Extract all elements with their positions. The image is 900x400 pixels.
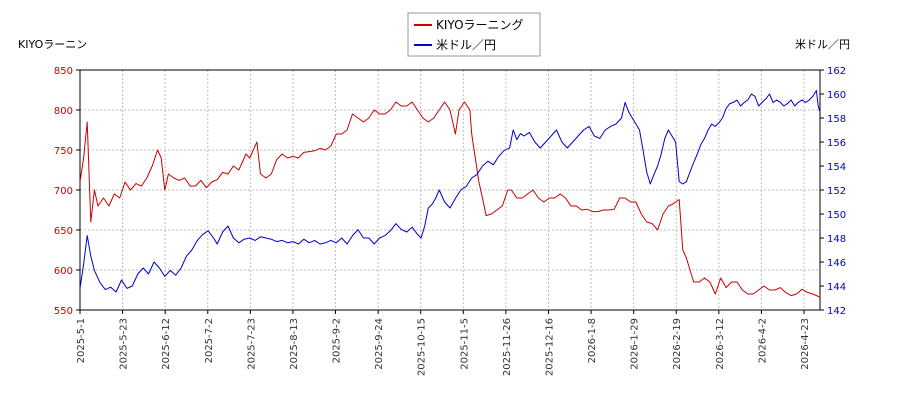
left-tick-label: 550 <box>54 306 73 317</box>
right-tick-label: 156 <box>827 138 846 149</box>
right-tick-label: 162 <box>827 66 846 77</box>
x-tick-label: 2025-11-5 <box>459 318 470 370</box>
left-tick-label: 600 <box>54 266 73 277</box>
legend: KIYOラーニング 米ドル／円 <box>407 12 541 57</box>
x-tick-label: 2025-8-13 <box>289 318 300 370</box>
left-tick-label: 850 <box>54 66 73 77</box>
x-tick-label: 2025-10-15 <box>417 318 428 376</box>
x-tick-label: 2026-1-29 <box>630 318 641 370</box>
left-axis-title: KIYOラーニン <box>18 38 87 51</box>
right-tick-label: 148 <box>827 234 846 245</box>
axes-layer: 550 600 650 700 750 800 850 142 144 146 148 150 152 1… <box>54 66 846 376</box>
x-tick-label: 2025-5-1 <box>76 318 87 363</box>
series-layer <box>79 89 821 298</box>
legend-box <box>407 12 541 57</box>
left-tick-label: 750 <box>54 146 73 157</box>
right-tick-label: 144 <box>827 282 846 293</box>
right-tick-label: 160 <box>827 90 846 101</box>
legend-label-kiyo: KIYOラーニング <box>436 18 524 32</box>
x-tick-label: 2025-5-23 <box>119 318 130 370</box>
x-tick-label: 2025-9-24 <box>374 318 385 370</box>
legend-label-usdjpy: 米ドル／円 <box>436 38 496 52</box>
x-tick-label: 2026-4-2 <box>757 318 768 363</box>
right-axis-title: 米ドル／円 <box>795 38 850 51</box>
right-tick-label: 152 <box>827 186 846 197</box>
series-line-usdjpy <box>79 89 821 293</box>
right-tick-label: 146 <box>827 258 846 269</box>
right-tick-label: 154 <box>827 162 846 173</box>
x-tick-label: 2026-3-12 <box>715 318 726 370</box>
x-tick-label: 2026-1-8 <box>587 318 598 363</box>
x-tick-label: 2025-7-2 <box>204 318 215 363</box>
left-tick-label: 650 <box>54 226 73 237</box>
x-tick-label: 2026-4-23 <box>800 318 811 370</box>
x-tick-label: 2025-7-23 <box>246 318 257 370</box>
x-tick-label: 2025-12-16 <box>544 318 555 376</box>
left-tick-label: 700 <box>54 186 73 197</box>
grid <box>80 70 820 310</box>
series-line-kiyo <box>79 101 821 298</box>
x-tick-label: 2025-9-2 <box>332 318 343 363</box>
x-tick-label: 2025-11-26 <box>502 318 513 376</box>
right-tick-label: 150 <box>827 210 846 221</box>
left-tick-label: 800 <box>54 106 73 117</box>
x-tick-label: 2026-2-19 <box>672 318 683 370</box>
right-tick-label: 142 <box>827 306 846 317</box>
x-tick-label: 2025-6-12 <box>161 318 172 370</box>
right-tick-label: 158 <box>827 114 846 125</box>
